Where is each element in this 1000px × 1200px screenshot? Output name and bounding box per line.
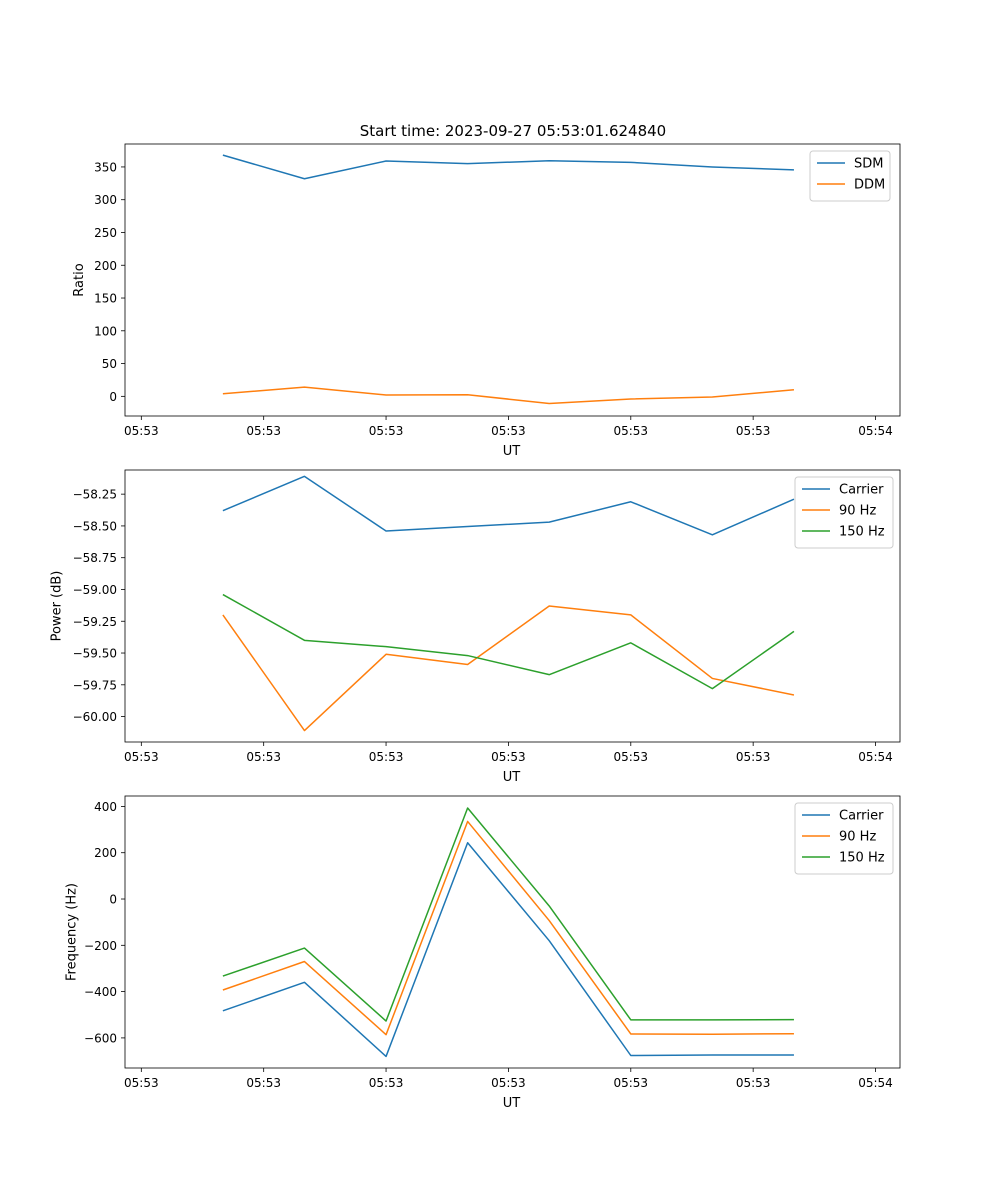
y-tick-label: −59.50 (73, 647, 117, 661)
legend-label: Carrier (839, 483, 884, 498)
series-line-90-hz (222, 605, 795, 732)
legend: Carrier 90 Hz 150 Hz (794, 802, 894, 875)
x-tick-label: 05:53 (246, 1076, 281, 1090)
legend: SDM DDM (809, 150, 891, 202)
y-tick-label: 250 (94, 226, 117, 240)
y-tick-label: −400 (84, 985, 117, 999)
x-tick-label: 05:53 (736, 750, 771, 764)
x-tick-label: 05:53 (736, 424, 771, 438)
x-tick-label: 05:53 (491, 1076, 526, 1090)
frequency-panel: 05:53 05:53 05:53 05:53 05:53 05:53 05:54 UT −60… (64, 795, 901, 1111)
y-tick-label: −58.75 (73, 551, 117, 565)
y-tick-label: 150 (94, 292, 117, 306)
axes-frame (124, 469, 901, 743)
y-axis-label: Frequency (Hz) (64, 883, 79, 981)
legend-label: 90 Hz (839, 504, 876, 519)
y-tick-label: 200 (94, 259, 117, 273)
y-tick-label: −58.50 (73, 519, 117, 533)
y-axis-label: Ratio (72, 263, 87, 296)
series-line-ddm (222, 386, 795, 405)
x-tick-label: 05:54 (858, 424, 893, 438)
legend: Carrier 90 Hz 150 Hz (794, 476, 894, 549)
x-tick-label: 05:53 (369, 1076, 404, 1090)
y-tick-label: 50 (102, 357, 117, 371)
x-tick-label: 05:53 (613, 750, 648, 764)
legend-label: Carrier (839, 809, 884, 824)
legend-label: 150 Hz (839, 851, 885, 866)
x-tick-label: 05:53 (736, 1076, 771, 1090)
series-line-sdm (222, 154, 794, 180)
series-line-carrier (222, 842, 794, 1058)
axes-frame (124, 143, 901, 417)
figure-title: Start time: 2023-09-27 05:53:01.624840 (360, 122, 666, 140)
panels: 05:53 05:53 05:53 05:53 05:53 05:53 05:54 UT 0 50… (50, 143, 901, 1111)
series-line-90-hz (222, 820, 794, 1036)
legend-label: 150 Hz (839, 525, 885, 540)
x-tick-label: 05:53 (369, 424, 404, 438)
x-tick-label: 05:53 (124, 1076, 159, 1090)
y-tick-label: −59.75 (73, 678, 117, 692)
series-line-carrier (222, 475, 795, 536)
x-tick-label: 05:53 (613, 424, 648, 438)
y-tick-label: −59.25 (73, 615, 117, 629)
y-axis-label: Power (dB) (50, 571, 65, 642)
x-tick-label: 05:53 (246, 750, 281, 764)
y-tick-label: 300 (94, 193, 117, 207)
x-tick-label: 05:53 (491, 750, 526, 764)
y-tick-label: −60.00 (73, 710, 117, 724)
x-tick-label: 05:54 (858, 1076, 893, 1090)
series-line-150-hz (222, 807, 794, 1022)
x-axis-label: UT (503, 770, 521, 785)
y-tick-label: 0 (109, 893, 117, 907)
series-line-150-hz (222, 593, 795, 690)
x-tick-label: 05:53 (246, 424, 281, 438)
legend-label: DDM (854, 178, 885, 193)
y-tick-label: 100 (94, 324, 117, 338)
legend-label: 90 Hz (839, 830, 876, 845)
x-axis-label: UT (503, 1096, 521, 1111)
y-tick-label: 0 (109, 390, 117, 404)
y-tick-label: −58.25 (73, 488, 117, 502)
y-tick-label: 200 (94, 846, 117, 860)
ratio-panel: 05:53 05:53 05:53 05:53 05:53 05:53 05:54 UT 0 50… (72, 143, 901, 459)
x-tick-label: 05:53 (369, 750, 404, 764)
x-tick-label: 05:53 (613, 1076, 648, 1090)
y-tick-label: −600 (84, 1031, 117, 1045)
axes-frame (124, 795, 901, 1069)
y-tick-label: 400 (94, 800, 117, 814)
power-panel: 05:53 05:53 05:53 05:53 05:53 05:53 05:54 UT −60… (50, 469, 901, 785)
x-tick-label: 05:53 (124, 424, 159, 438)
x-tick-label: 05:54 (858, 750, 893, 764)
x-tick-label: 05:53 (491, 424, 526, 438)
y-tick-label: −59.00 (73, 583, 117, 597)
x-tick-label: 05:53 (124, 750, 159, 764)
x-axis-label: UT (503, 444, 521, 459)
y-tick-label: −200 (84, 939, 117, 953)
y-tick-label: 350 (94, 160, 117, 174)
legend-label: SDM (854, 157, 883, 172)
